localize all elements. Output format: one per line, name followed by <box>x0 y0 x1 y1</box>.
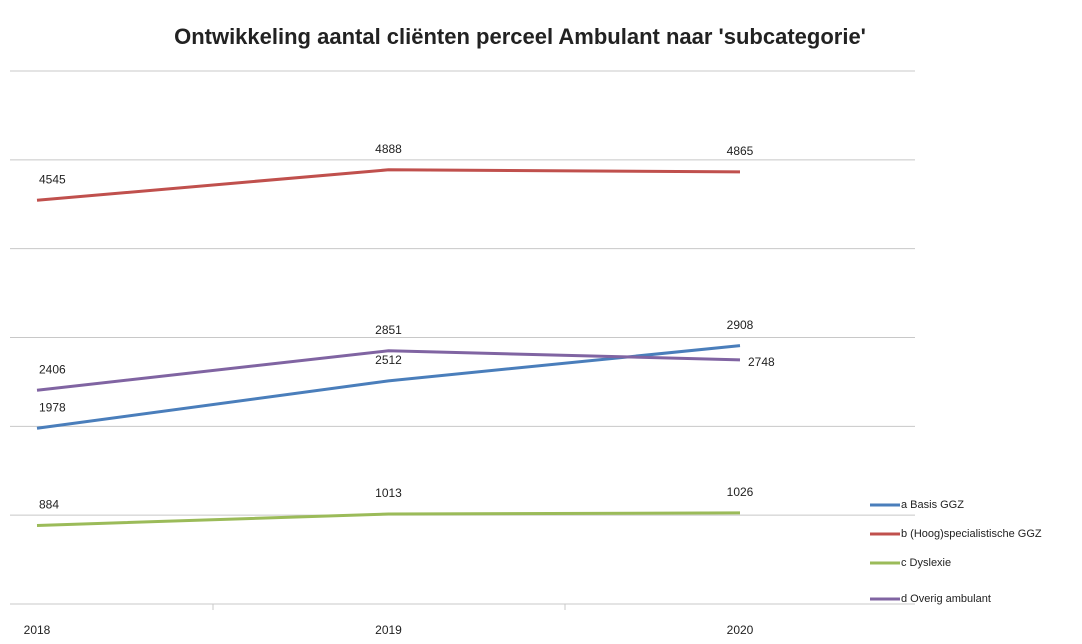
x-tick-label: 2020 <box>727 623 754 637</box>
legend-label: b (Hoog)specialistische GGZ <box>901 528 1042 540</box>
data-label: 4888 <box>375 142 402 156</box>
line <box>36 349 741 392</box>
data-label: 2851 <box>375 323 402 337</box>
chart-title: Ontwikkeling aantal cliënten perceel Amb… <box>174 24 866 49</box>
legend-label: a Basis GGZ <box>901 499 964 511</box>
data-label: 2748 <box>748 355 775 369</box>
data-label: 2512 <box>375 353 402 367</box>
legend-label: c Dyslexie <box>901 557 951 569</box>
data-label: 1013 <box>375 486 402 500</box>
data-label: 2406 <box>39 362 66 376</box>
line <box>36 168 741 202</box>
data-label: 884 <box>39 498 59 512</box>
data-label: 4865 <box>727 144 754 158</box>
data-label: 2908 <box>727 318 754 332</box>
data-label: 4545 <box>39 172 66 186</box>
x-tick-label: 2018 <box>24 623 51 637</box>
x-tick-label: 2019 <box>375 623 402 637</box>
legend-label: d Overig ambulant <box>901 593 991 605</box>
data-label: 1978 <box>39 400 66 414</box>
data-label: 1026 <box>727 485 754 499</box>
line <box>36 511 741 527</box>
